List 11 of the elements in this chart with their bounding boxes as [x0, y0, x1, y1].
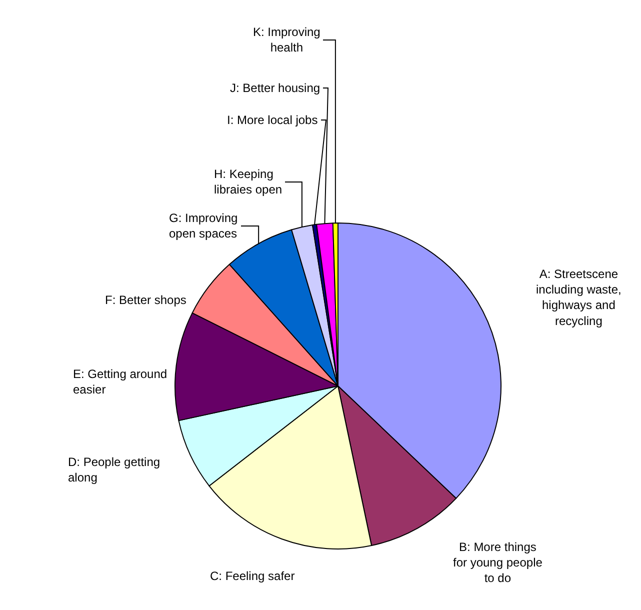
slice-label: J: Better housing: [230, 81, 320, 95]
slice-label: G: Improving open spaces: [169, 211, 238, 241]
slice-label: A: Streetscene including waste, highways and recycling: [536, 267, 622, 328]
slice-label: B: More things for young people to do: [453, 540, 543, 586]
slice-label: I: More local jobs: [227, 113, 318, 127]
slice-label: C: Feeling safer: [210, 569, 295, 583]
slice-label: D: People getting along: [68, 455, 160, 485]
slice-label: F: Better shops: [105, 293, 186, 307]
slice-label: K: Improving health: [253, 25, 320, 55]
slice-label: E: Getting around easier: [73, 367, 168, 397]
slice-label: H: Keeping libraies open: [214, 167, 282, 197]
